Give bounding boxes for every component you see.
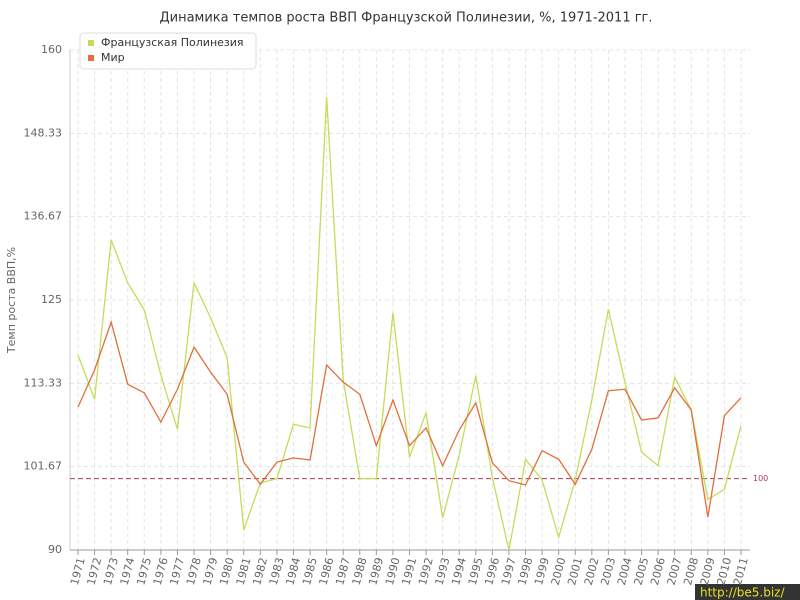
y-tick-label: 113.33 [24, 376, 63, 389]
legend: Французская Полинезия Мир [79, 32, 257, 70]
series-line [77, 97, 742, 551]
y-tick-label: 136.67 [24, 210, 63, 223]
legend-box [79, 32, 257, 70]
series-line [77, 319, 742, 518]
x-tick-label: 2011 [731, 556, 751, 586]
y-tick-label: 148.33 [24, 126, 63, 139]
legend-swatch [88, 40, 94, 46]
y-tick-label: 125 [41, 293, 62, 306]
y-tick-label: 101.67 [24, 460, 63, 473]
reference-label: 100 [753, 474, 768, 483]
chart-title: Динамика темпов роста ВВП Французской По… [159, 11, 652, 26]
y-tick-label: 90 [48, 543, 62, 556]
watermark-bg [695, 584, 800, 600]
legend-swatch [88, 55, 94, 61]
y-axis-label: Темп роста ВВП,% [5, 247, 18, 354]
watermark: http://be5.biz/ [700, 586, 785, 600]
y-tick-label: 160 [41, 43, 62, 56]
legend-label: Мир [101, 51, 125, 64]
legend-label: Французская Полинезия [101, 36, 244, 49]
